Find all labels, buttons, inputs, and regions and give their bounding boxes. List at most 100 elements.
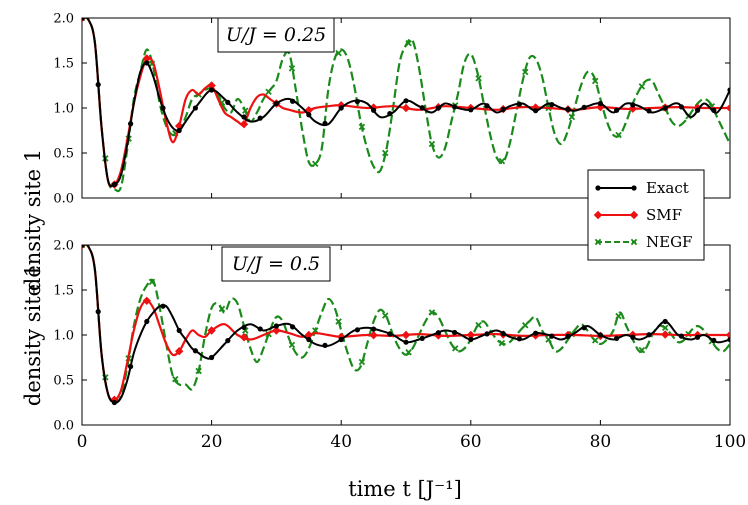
- point-exact: [565, 333, 571, 339]
- point-smf: [369, 331, 378, 340]
- point-exact: [338, 336, 344, 343]
- point-smf: [401, 330, 411, 340]
- y-axis-label-bottom: density site 1: [21, 264, 45, 406]
- point-exact: [322, 120, 328, 127]
- point-exact: [403, 339, 409, 345]
- point-negf: [475, 75, 482, 82]
- point-exact: [403, 98, 409, 104]
- point-negf: [521, 68, 529, 76]
- point-exact: [646, 108, 652, 114]
- point-exact: [225, 338, 231, 344]
- point-negf: [521, 322, 529, 329]
- y-tick-label: 1.0: [53, 329, 74, 344]
- y-tick-label: 1.5: [53, 57, 74, 72]
- x-tick-label: 20: [201, 432, 223, 452]
- point-exact: [241, 114, 247, 120]
- point-negf: [428, 140, 436, 148]
- point-exact: [419, 335, 425, 341]
- point-exact: [468, 336, 474, 343]
- point-exact: [354, 98, 360, 105]
- point-exact: [452, 104, 458, 110]
- point-exact: [209, 354, 215, 361]
- point-smf: [272, 326, 281, 335]
- point-smf: [142, 54, 151, 63]
- point-exact: [128, 363, 134, 370]
- point-exact: [192, 105, 198, 111]
- point-exact: [549, 333, 555, 339]
- point-exact: [160, 303, 166, 309]
- point-exact: [484, 103, 490, 109]
- point-negf: [382, 312, 389, 319]
- point-smf: [725, 330, 730, 340]
- point-exact: [160, 105, 166, 111]
- point-negf: [265, 88, 272, 96]
- panel-top: 0.0 0.5 1.0 1.5 2.0 U/J = 0.25: [53, 12, 731, 207]
- x-axis-label: time t [J⁻¹]: [348, 477, 462, 501]
- point-exact: [727, 336, 730, 343]
- y-tick-label: 0.5: [53, 374, 74, 389]
- point-exact: [727, 87, 730, 93]
- point-exact: [711, 337, 717, 343]
- y-axis-label-top: density site 1: [21, 149, 45, 291]
- y-tick-label: 1.0: [53, 102, 74, 117]
- point-exact: [695, 334, 701, 340]
- point-exact: [565, 106, 571, 112]
- x-tick-label: 40: [330, 432, 352, 452]
- point-negf: [661, 324, 669, 332]
- point-exact: [678, 333, 685, 339]
- point-exact: [95, 309, 101, 315]
- point-negf: [148, 278, 156, 286]
- point-exact: [371, 107, 377, 113]
- point-negf: [498, 157, 506, 165]
- point-exact: [662, 318, 668, 325]
- point-negf: [288, 65, 296, 72]
- point-smf: [142, 296, 151, 305]
- point-exact: [82, 245, 85, 248]
- legend-label: Exact: [646, 179, 689, 197]
- point-exact: [533, 108, 539, 114]
- point-smf: [239, 333, 249, 342]
- series-exact: [82, 18, 730, 188]
- y-tick-label: 0.5: [53, 147, 74, 162]
- point-exact: [111, 181, 117, 188]
- point-exact: [82, 18, 85, 21]
- point-exact: [371, 326, 377, 332]
- point-negf: [195, 367, 202, 375]
- panel-bottom-ticks: 0.0 0.5 1.0 1.5 2.0 0 20 40 60 80 100: [53, 239, 746, 453]
- point-exact: [435, 330, 441, 336]
- point-exact: [111, 399, 117, 406]
- point-exact: [257, 326, 263, 332]
- point-exact: [581, 325, 587, 331]
- panel-bottom-annotation: U/J = 0.5: [221, 246, 331, 282]
- point-exact: [662, 105, 668, 111]
- point-negf: [498, 339, 506, 347]
- point-exact: [338, 105, 344, 111]
- point-exact: [419, 105, 425, 111]
- y-tick-label: 0.0: [53, 419, 74, 434]
- point-negf: [358, 358, 366, 366]
- point-exact: [322, 342, 328, 348]
- annotation-text: U/J = 0.25: [226, 24, 326, 46]
- point-negf: [242, 107, 249, 114]
- point-exact: [192, 348, 198, 354]
- annotation-box: [217, 17, 335, 53]
- point-negf: [475, 321, 482, 329]
- y-tick-label: 1.5: [53, 284, 74, 299]
- point-negf: [615, 131, 622, 139]
- point-exact: [387, 331, 393, 337]
- point-exact: [711, 107, 717, 113]
- point-exact: [500, 106, 506, 112]
- point-negf: [335, 318, 342, 325]
- x-tick-label: 0: [77, 432, 88, 452]
- point-exact: [597, 332, 604, 338]
- point-negf: [568, 113, 576, 121]
- point-negf: [638, 83, 646, 90]
- point-exact: [354, 327, 360, 333]
- legend-label: NEGF: [646, 233, 692, 251]
- annotation-box: [221, 246, 331, 282]
- legend-entry-negf: NEGF: [594, 233, 692, 251]
- legend-marker: [593, 210, 603, 220]
- legend-entry-exact: Exact: [595, 179, 689, 197]
- point-smf: [725, 103, 730, 113]
